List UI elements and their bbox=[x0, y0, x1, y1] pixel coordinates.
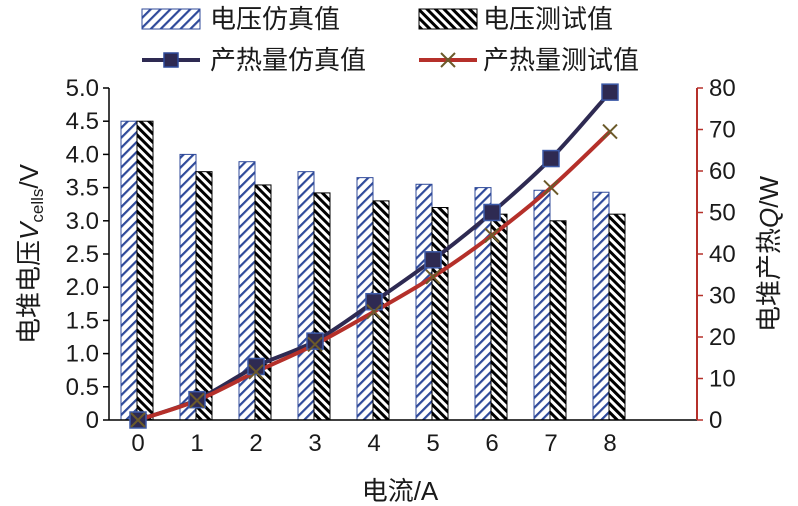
legend-item-heat-sim: 产热量仿真值 bbox=[142, 45, 366, 75]
y-axis-label-left-sub: cells bbox=[28, 189, 47, 223]
y-right-tick-label-0: 0 bbox=[709, 407, 722, 434]
marker-heat-test-6 bbox=[484, 227, 500, 244]
marker-heat-test-8 bbox=[602, 123, 618, 140]
legend-label-heat-test: 产热量测试值 bbox=[483, 45, 639, 75]
marker-heat-test-3 bbox=[307, 336, 323, 353]
x-tick-label-4: 4 bbox=[367, 430, 380, 457]
y-right-tick-label-40: 40 bbox=[709, 241, 736, 268]
marker-heat-sim-2 bbox=[247, 357, 265, 376]
marker-heat-test-7 bbox=[543, 179, 559, 196]
x-tick-label-3: 3 bbox=[308, 430, 321, 457]
y-right-tick-label-50: 50 bbox=[709, 200, 736, 227]
legend-item-voltage-test: 电压测试值 bbox=[418, 4, 613, 34]
y-axis-label-left-suffix: /V bbox=[14, 163, 44, 188]
y-right-tick-label-70: 70 bbox=[709, 117, 736, 144]
y-left-tick-label-4.0: 4.0 bbox=[66, 141, 99, 168]
bar-voltage-sim-0 bbox=[120, 120, 138, 421]
y-left-tick-label-3.0: 3.0 bbox=[66, 208, 99, 235]
y-right-tick-label-10: 10 bbox=[709, 366, 736, 393]
legend-swatch-voltage-sim bbox=[141, 8, 201, 30]
legend-item-voltage-sim: 电压仿真值 bbox=[141, 4, 340, 34]
marker-heat-test-4 bbox=[366, 303, 382, 320]
y-left-tick-label-2.5: 2.5 bbox=[66, 241, 99, 268]
marker-heat-sim-8 bbox=[601, 83, 619, 101]
marker-heat-sim-6 bbox=[483, 203, 501, 222]
bar-voltage-sim-8 bbox=[592, 191, 610, 421]
bar-voltage-sim-1 bbox=[179, 153, 197, 421]
marker-heat-test-0 bbox=[130, 412, 146, 428]
y-left-tick-label-0: 0 bbox=[86, 407, 99, 434]
bar-voltage-sim-7 bbox=[533, 189, 551, 421]
marker-heat-test-1 bbox=[189, 392, 205, 409]
legend-swatch-voltage-test bbox=[418, 8, 478, 30]
bar-voltage-test-6 bbox=[490, 213, 508, 421]
bar-voltage-sim-3 bbox=[297, 171, 315, 421]
x-axis-label: 电流/A bbox=[362, 476, 439, 506]
y-left-tick-label-4.5: 4.5 bbox=[66, 108, 99, 135]
marker-heat-sim-7 bbox=[542, 149, 560, 168]
x-tick-label-7: 7 bbox=[544, 430, 557, 457]
x-tick-label-8: 8 bbox=[603, 430, 616, 457]
marker-heat-test-2 bbox=[248, 364, 264, 380]
x-tick-label-1: 1 bbox=[190, 430, 203, 457]
legend-marker-heat-test bbox=[440, 52, 456, 68]
bar-voltage-test-0 bbox=[136, 120, 154, 421]
legend-label-heat-sim: 产热量仿真值 bbox=[210, 45, 366, 75]
legend-marker-heat-sim bbox=[163, 52, 179, 68]
y-axis-label-right-var: Q bbox=[754, 208, 784, 228]
x-tick-label-0: 0 bbox=[131, 430, 144, 457]
y-right-tick-label-80: 80 bbox=[709, 75, 736, 102]
x-tick-label-2: 2 bbox=[249, 430, 262, 457]
y-left-tick-label-2.0: 2.0 bbox=[66, 274, 99, 301]
y-left-tick-label-5.0: 5.0 bbox=[66, 75, 99, 102]
y-axis-label-right-suffix: /W bbox=[754, 176, 784, 208]
bar-voltage-test-8 bbox=[608, 213, 626, 421]
marker-heat-sim-4 bbox=[365, 292, 383, 311]
y-axis-label-left: 电堆电压Vcells/V bbox=[14, 163, 47, 344]
marker-heat-sim-5 bbox=[424, 251, 442, 269]
y-axis-label-right: 电堆产热Q/W bbox=[754, 176, 784, 332]
x-tick-label-6: 6 bbox=[485, 430, 498, 457]
y-axis-label-left-prefix: 电堆电压 bbox=[14, 240, 44, 344]
legend-label-voltage-test: 电压测试值 bbox=[483, 4, 613, 34]
y-axis-label-right-prefix: 电堆产热 bbox=[754, 228, 784, 332]
legend: 电压仿真值 电压测试值 产热量仿真值 产热量测试值 bbox=[141, 4, 639, 75]
y-right-tick-label-20: 20 bbox=[709, 324, 736, 351]
plot-area: 00.51.01.52.02.53.03.54.04.55.0010203040… bbox=[66, 75, 736, 457]
bar-voltage-test-7 bbox=[549, 220, 567, 421]
bar-voltage-test-5 bbox=[431, 207, 449, 421]
y-left-tick-label-1.5: 1.5 bbox=[66, 307, 99, 334]
bar-voltage-sim-5 bbox=[415, 183, 433, 421]
y-left-tick-label-0.5: 0.5 bbox=[66, 374, 99, 401]
bar-voltage-test-3 bbox=[313, 192, 331, 421]
legend-item-heat-test: 产热量测试值 bbox=[419, 45, 639, 75]
bar-voltage-test-1 bbox=[195, 171, 213, 421]
y-axis-label-left-var: V bbox=[14, 220, 44, 240]
marker-heat-test-5 bbox=[425, 269, 441, 285]
x-tick-label-5: 5 bbox=[426, 430, 439, 457]
y-right-tick-label-30: 30 bbox=[709, 283, 736, 310]
y-left-tick-label-3.5: 3.5 bbox=[66, 175, 99, 202]
y-left-tick-label-1.0: 1.0 bbox=[66, 341, 99, 368]
legend-label-voltage-sim: 电压仿真值 bbox=[210, 4, 340, 34]
marker-heat-sim-3 bbox=[306, 332, 324, 350]
bar-voltage-test-2 bbox=[254, 184, 272, 421]
y-right-tick-label-60: 60 bbox=[709, 158, 736, 185]
